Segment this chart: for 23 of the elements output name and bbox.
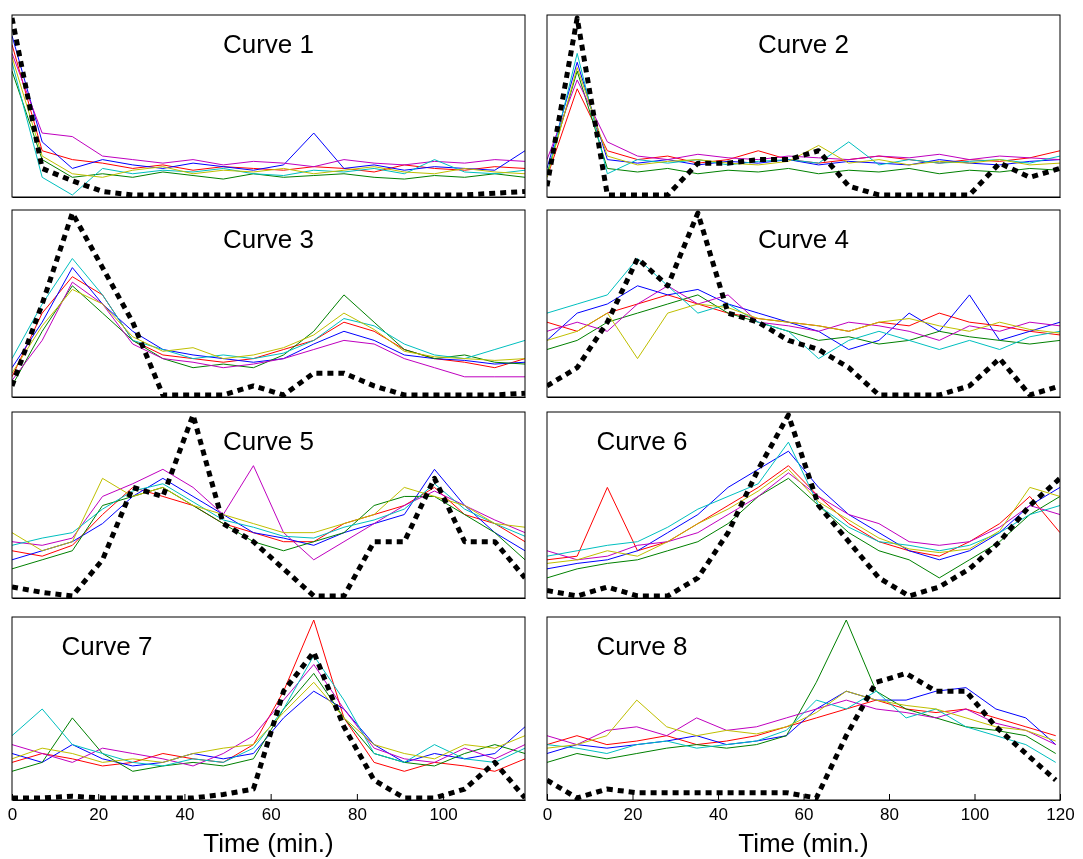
x-tick-label: 0 [7,805,18,825]
x-tick-label: 0 [542,805,553,825]
text: Curve 1 [222,29,315,59]
chart-title: Curve 4 [757,224,850,254]
chart-title: Curve 8 [596,631,688,661]
x-tick-label: 100 [960,805,990,825]
chart-title: Curve 7 [61,631,153,661]
text: Curve 2 [757,29,850,59]
text: Curve 5 [222,426,315,456]
x-tick-label: 60 [794,805,814,825]
x-axis-title: Time (min.) [738,828,869,858]
x-tick-label: 40 [175,805,195,825]
x-tick-label: 120 [1046,805,1075,825]
text: Curve 3 [222,224,315,254]
x-tick-label: 20 [623,805,643,825]
chart-title: Curve 6 [596,426,688,456]
x-axis-title: Time (min.) [203,828,334,858]
x-tick-label: 80 [347,805,367,825]
x-tick-label: 20 [89,805,109,825]
x-tick-label: 100 [429,805,458,825]
x-tick-label: 40 [709,805,728,825]
x-tick-label: 80 [880,805,899,825]
x-tick-label: 60 [261,805,281,825]
